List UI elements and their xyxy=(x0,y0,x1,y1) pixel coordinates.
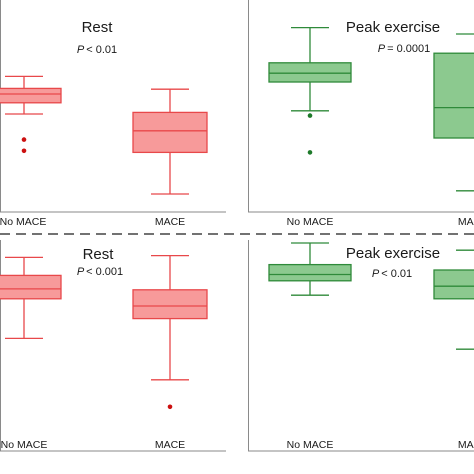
panel-title-top-left: Rest xyxy=(82,19,114,36)
box-top-left-mace xyxy=(132,111,208,154)
outlier-bottom-left-mace-1 xyxy=(167,404,173,410)
outlier-top-right-no-mace-1 xyxy=(307,113,313,118)
box-top-right-mace xyxy=(433,52,474,139)
outlier-top-right-no-mace-2 xyxy=(307,150,313,155)
box-bottom-right-mace xyxy=(433,269,474,300)
tick-label-mace-bottom-left: MACE xyxy=(155,439,185,451)
p-value-top-left: P < 0.01 xyxy=(77,44,117,56)
box-bottom-left-no-mace xyxy=(0,274,62,300)
outlier-top-left-no-mace-2 xyxy=(21,148,27,154)
tick-label-mace-bottom-right: MACE xyxy=(458,439,474,451)
tick-label-no-mace-top-left: No MACE xyxy=(0,216,46,228)
frame-bottom-right xyxy=(248,240,474,452)
tick-label-mace-top-left: MACE xyxy=(155,216,185,228)
p-value-bottom-left: P < 0.001 xyxy=(77,266,123,278)
tick-label-no-mace-bottom-left: No MACE xyxy=(1,439,48,451)
frame-top-left xyxy=(0,0,226,213)
panel-title-bottom-right: Peak exercise xyxy=(346,245,440,262)
p-value-bottom-right: P < 0.01 xyxy=(372,268,412,280)
tick-label-no-mace-bottom-right: No MACE xyxy=(287,439,334,451)
box-top-left-no-mace xyxy=(0,87,62,104)
tick-label-no-mace-top-right: No MACE xyxy=(287,216,334,228)
frame-bottom-left xyxy=(0,240,226,452)
frame-top-right xyxy=(248,0,474,213)
panel-title-bottom-left: Rest xyxy=(83,246,115,263)
box-bottom-left-mace xyxy=(132,289,208,320)
box-bottom-right-no-mace xyxy=(268,263,352,282)
outlier-top-left-no-mace-1 xyxy=(21,137,27,142)
box-top-right-no-mace xyxy=(268,62,352,83)
panel-title-top-right: Peak exercise xyxy=(346,19,440,36)
box-marks xyxy=(0,26,474,410)
p-value-top-right: P = 0.0001 xyxy=(378,43,430,55)
tick-label-mace-top-right: MACE xyxy=(458,216,474,228)
panel-frames xyxy=(0,0,474,452)
